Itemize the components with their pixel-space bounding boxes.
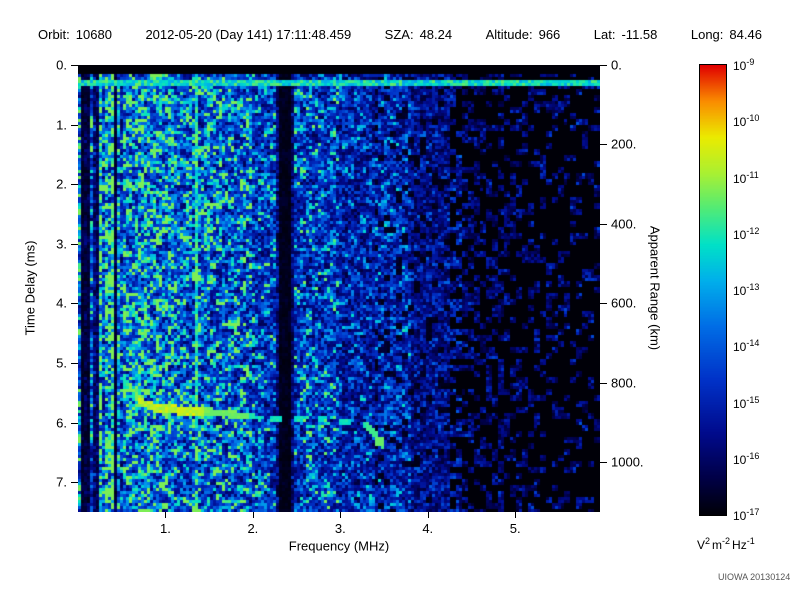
colorbar-tick-label: 10-16	[733, 450, 760, 467]
y-tick-label-right: 800.	[611, 375, 637, 391]
y-tick-label-right: 0.	[611, 57, 622, 73]
y-tick-mark-left	[71, 65, 78, 66]
y-tick-label-left: 0.	[56, 57, 67, 73]
x-tick-label: 1.	[160, 521, 171, 536]
y-tick-label-left: 2.	[56, 176, 67, 192]
y-tick-label-right: 600.	[611, 295, 637, 311]
y-tick-label-left: 6.	[56, 415, 67, 431]
y-tick-mark-left	[71, 243, 78, 245]
y-tick-label-left: 5.	[56, 355, 67, 371]
y-tick-mark-left	[71, 184, 78, 186]
y-tick-mark-left	[71, 363, 78, 364]
x-tick-mark	[515, 512, 517, 518]
colorbar-unit-part: Hz-1	[732, 536, 755, 552]
y-tick-mark-right	[600, 144, 607, 146]
y-tick-label-left: 3.	[56, 236, 67, 252]
colorbar-tick-label: 10-13	[733, 282, 760, 298]
colorbar-unit: V2 m-2 Hz-1	[697, 536, 757, 552]
sza-value: 48.24	[419, 27, 453, 42]
y-tick-label-right: 1000.	[611, 454, 644, 470]
y-tick-mark-right	[600, 223, 607, 225]
y-axis-label-apparent-range: Apparent Range (km)	[647, 225, 663, 351]
lat-value: -11.58	[621, 27, 658, 42]
header-info: Orbit: 10680 2012-05-20 (Day 141) 17:11:4…	[38, 27, 762, 42]
y-tick-mark-right	[600, 303, 607, 305]
y-tick-mark-right	[600, 65, 607, 66]
colorbar	[699, 64, 727, 516]
y-axis-label-time-delay: Time Delay (ms)	[22, 240, 38, 336]
x-tick-label: 5.	[509, 521, 521, 536]
x-tick-label: 3.	[334, 521, 346, 536]
long-label: Long:	[690, 27, 724, 42]
sza-label: SZA:	[384, 27, 414, 42]
orbit-info: Orbit: 10680	[38, 27, 112, 42]
x-tick-mark	[252, 512, 254, 518]
x-tick-mark	[165, 512, 167, 518]
colorbar-tick-label: 10-14	[733, 338, 760, 355]
credit-text: UIOWA 20130124	[718, 572, 791, 582]
y-tick-label-left: 7.	[56, 474, 67, 490]
y-tick-mark-left	[71, 124, 78, 126]
y-tick-label-right: 200.	[611, 136, 637, 152]
altitude-info: Altitude: 966	[486, 27, 561, 42]
x-tick-label: 4.	[422, 521, 434, 536]
y-tick-label-right: 400.	[611, 216, 637, 232]
y-tick-mark-right	[600, 382, 607, 384]
colorbar-tick-label: 10-15	[733, 394, 760, 411]
datetime-info: 2012-05-20 (Day 141) 17:11:48.459	[145, 27, 352, 42]
sza-info: SZA: 48.24	[385, 27, 452, 42]
colorbar-tick-label: 10-9	[733, 57, 755, 73]
lat-info: Lat: -11.58	[594, 27, 658, 42]
altitude-label: Altitude:	[485, 27, 533, 42]
y-tick-label-left: 1.	[56, 117, 67, 133]
y-tick-mark-right	[600, 462, 607, 464]
orbit-value: 10680	[75, 27, 112, 42]
colorbar-unit-part: V2	[697, 536, 711, 552]
colorbar-tick-label: 10-17	[733, 507, 760, 523]
x-tick-label: 2.	[247, 521, 259, 536]
long-value: 84.46	[729, 27, 762, 42]
y-tick-label-left: 4.	[56, 295, 67, 311]
y-tick-mark-left	[71, 482, 78, 484]
altitude-value: 966	[538, 27, 561, 42]
y-tick-mark-left	[71, 303, 78, 305]
x-axis-label-frequency: Frequency (MHz)	[288, 538, 390, 554]
colorbar-tick-label: 10-10	[733, 113, 760, 130]
long-info: Long: 84.46	[691, 27, 762, 42]
lat-label: Lat:	[593, 27, 616, 42]
colorbar-tick-label: 10-12	[733, 225, 760, 242]
x-tick-mark	[427, 512, 429, 518]
x-tick-mark	[340, 512, 342, 518]
spectrogram	[78, 65, 600, 512]
colorbar-tick-label: 10-11	[733, 169, 759, 186]
orbit-label: Orbit:	[38, 27, 70, 42]
y-tick-mark-left	[71, 422, 78, 424]
colorbar-unit-part: m-2	[712, 536, 731, 552]
